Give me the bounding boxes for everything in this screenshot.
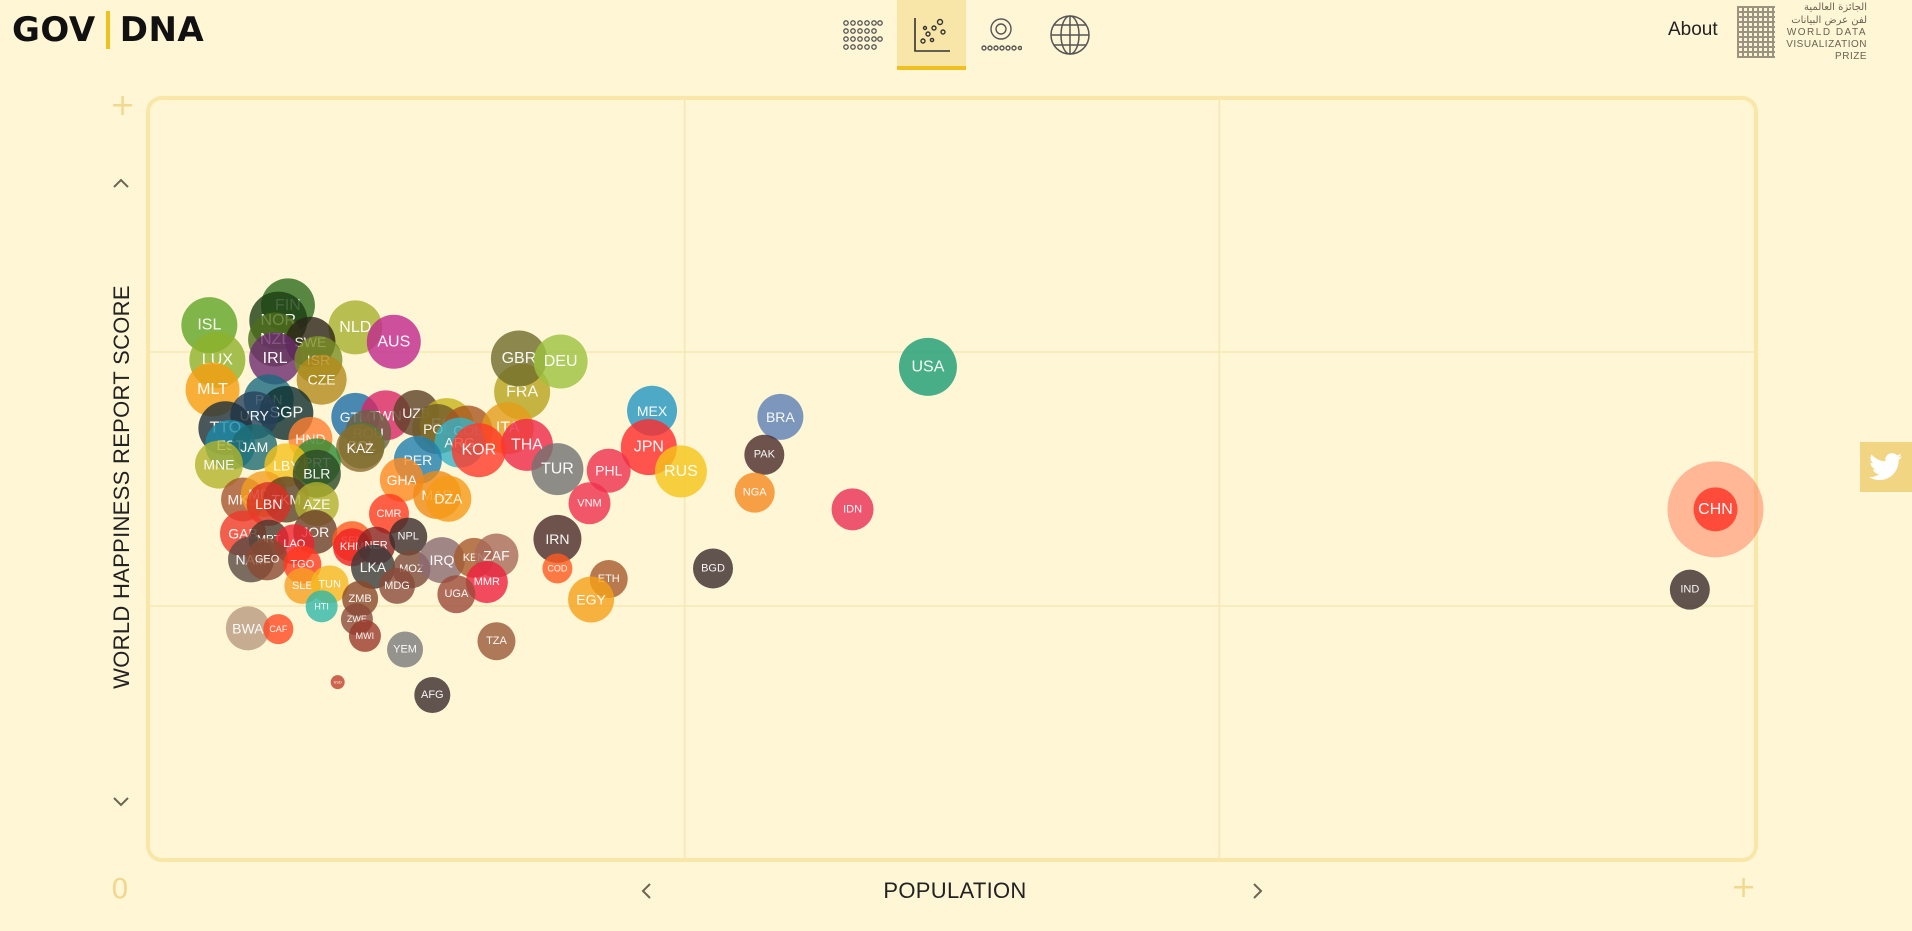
brand-dna: DNA xyxy=(119,10,205,50)
grid-view-icon xyxy=(842,20,883,50)
prize-english-line2: VISUALIZATION PRIZE xyxy=(1786,39,1867,62)
tab-globe-view[interactable] xyxy=(1035,0,1104,70)
y-zoom-in-button[interactable]: + xyxy=(110,88,136,123)
gov-dna-logo[interactable]: GOV DNA xyxy=(12,8,204,52)
y-axis-label[interactable]: WORLD HAPPINESS REPORT SCORE xyxy=(109,285,134,689)
y-axis-down-arrow[interactable] xyxy=(112,789,130,814)
prize-emblem-icon xyxy=(1737,6,1776,58)
about-link[interactable]: About xyxy=(1668,19,1718,40)
y-axis-up-arrow[interactable] xyxy=(112,170,130,195)
x-axis-right-arrow[interactable] xyxy=(1252,881,1264,906)
globe-view-icon xyxy=(1049,15,1090,55)
prize-arabic-line2: لفن عرض البيانات xyxy=(1791,15,1867,26)
x-zoom-in-button[interactable]: + xyxy=(1731,870,1757,905)
twitter-share-button[interactable] xyxy=(1860,442,1912,492)
tab-ring-view[interactable] xyxy=(966,0,1035,70)
view-switcher xyxy=(828,0,1104,70)
x-axis-label[interactable]: POPULATION xyxy=(883,878,1027,903)
brand-separator xyxy=(105,11,110,49)
prize-text: الجائزة العالمية لفن عرض البيانات WORLD … xyxy=(1781,1,1867,63)
ring-view-icon xyxy=(980,18,1022,51)
brand-gov: GOV xyxy=(12,10,96,50)
prize-arabic-line1: الجائزة العالمية xyxy=(1804,2,1867,13)
plot-frame xyxy=(146,96,1758,862)
twitter-icon xyxy=(1869,453,1903,481)
tab-grid-view[interactable] xyxy=(828,0,897,70)
tab-scatter-view[interactable] xyxy=(897,0,966,70)
world-data-visualization-prize-logo[interactable]: الجائزة العالمية لفن عرض البيانات WORLD … xyxy=(1737,1,1867,63)
origin-reset-button[interactable]: 0 xyxy=(111,872,129,905)
scatter-view-icon xyxy=(913,18,950,52)
prize-english-line1: WORLD DATA xyxy=(1786,27,1867,38)
x-axis-left-arrow[interactable] xyxy=(640,881,652,906)
